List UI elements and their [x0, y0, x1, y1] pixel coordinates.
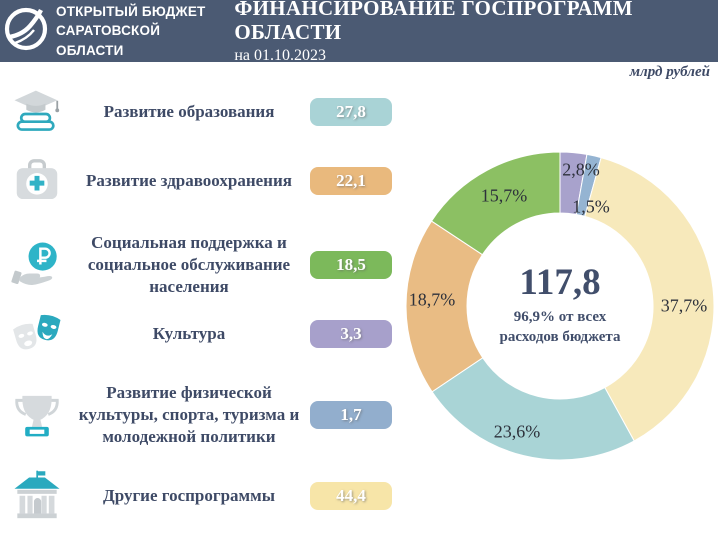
report-date: на 01.10.2023 — [234, 46, 326, 64]
donut-slice-social — [430, 151, 561, 256]
brand-line1: ОТКРЫТЫЙ БЮДЖЕТ — [56, 3, 206, 19]
education-icon — [6, 85, 68, 139]
units-label: млрд рублей — [629, 64, 710, 80]
program-row-culture: Культура 3,3 — [6, 306, 392, 362]
title-block: ФИНАНСИРОВАНИЕ ГОСПРОГРАММ ОБЛАСТИ на 01… — [234, 0, 718, 65]
program-value-badge: 22,1 — [310, 167, 392, 195]
program-value-badge: 3,3 — [310, 320, 392, 348]
program-row-social: Социальная поддержка и социальное обслуж… — [6, 227, 392, 303]
program-label: Развитие здравоохранения — [86, 171, 292, 191]
program-row-health: Развитие здравоохранения 22,1 — [6, 153, 392, 209]
donut-chart: 117,8 96,9% от всех расходов бюджета 2,8… — [405, 151, 715, 461]
donut-slice-education — [431, 357, 635, 461]
sport-icon — [6, 388, 68, 442]
program-row-education: Развитие образования 27,8 — [6, 84, 392, 140]
social-icon — [6, 238, 68, 292]
donut-svg — [405, 151, 715, 461]
donut-slice-other — [584, 156, 715, 442]
brand-text: ОТКРЫТЫЙ БЮДЖЕТ САРАТОВСКОЙ ОБЛАСТИ — [56, 2, 226, 61]
program-value-badge: 18,5 — [310, 251, 392, 279]
program-value-badge: 27,8 — [310, 98, 392, 126]
culture-icon — [6, 307, 68, 361]
header: ОТКРЫТЫЙ БЮДЖЕТ САРАТОВСКОЙ ОБЛАСТИ ФИНА… — [0, 0, 718, 65]
program-label: Культура — [152, 324, 226, 344]
program-row-other: Другие госпрограммы 44,4 — [6, 468, 392, 524]
program-value-badge: 1,7 — [310, 401, 392, 429]
program-value-badge: 44,4 — [310, 482, 392, 510]
page-title: ФИНАНСИРОВАНИЕ ГОСПРОГРАММ ОБЛАСТИ — [234, 0, 633, 44]
program-label: Развитие образования — [103, 102, 275, 122]
program-label: Другие госпрограммы — [103, 486, 275, 506]
brand-line2: САРАТОВСКОЙ ОБЛАСТИ — [56, 23, 161, 58]
health-icon — [6, 154, 68, 208]
building-icon — [6, 469, 68, 523]
program-label: Развитие физической культуры, спорта, ту… — [78, 383, 300, 446]
program-label: Социальная поддержка и социальное обслуж… — [87, 233, 291, 296]
program-row-sport: Развитие физической культуры, спорта, ту… — [6, 373, 392, 457]
open-budget-logo-icon — [2, 5, 50, 58]
